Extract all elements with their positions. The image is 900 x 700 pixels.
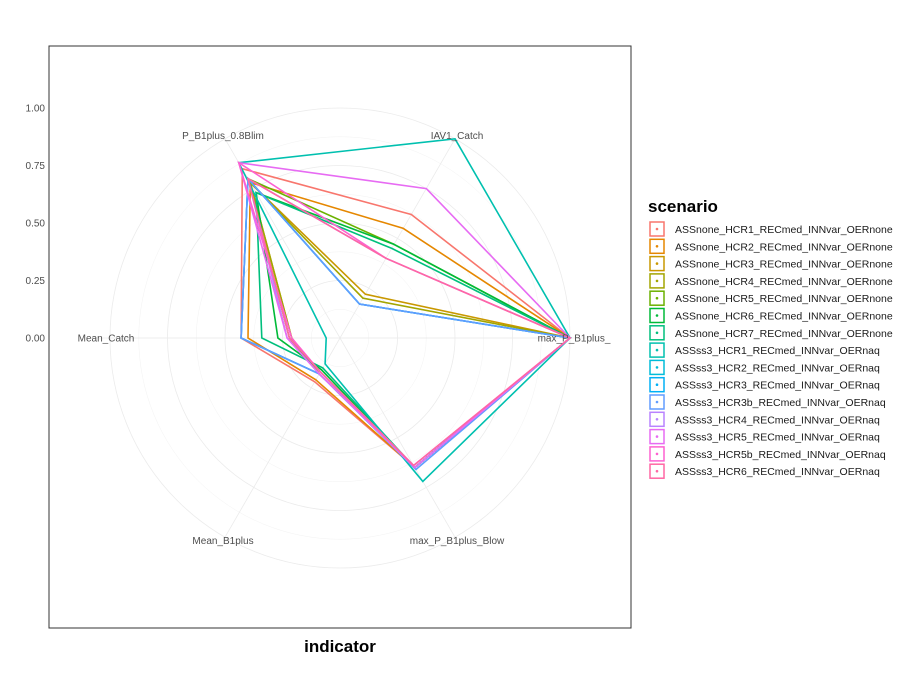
series-line: [246, 177, 572, 467]
legend-item: ASSnone_HCR2_RECmed_INNvar_OERnone: [649, 238, 893, 255]
y-tick-label: 0.25: [26, 276, 46, 287]
legend-key: [649, 238, 665, 255]
y-tick-label: 1.00: [26, 104, 46, 115]
y-tick-label: 0.50: [26, 219, 46, 230]
legend-key: [649, 221, 665, 237]
y-tick-labels: 0.00 0.25 0.50 0.75 1.00: [26, 104, 46, 345]
legend-key-point: [655, 227, 659, 231]
legend-key-point: [655, 348, 659, 352]
legend-key-point: [655, 245, 659, 248]
legend-key-point: [655, 262, 659, 265]
legend-label: ASSss3_HCR4_RECmed_INNvar_OERnaq: [675, 414, 880, 426]
legend-key-point: [655, 452, 659, 456]
legend-key-point: [655, 383, 659, 387]
legend-key-point: [655, 296, 659, 300]
legend-label: ASSnone_HCR1_RECmed_INNvar_OERnone: [675, 224, 893, 236]
legend-item: ASSnone_HCR3_RECmed_INNvar_OERnone: [649, 255, 893, 272]
legend-key: [649, 290, 665, 306]
legend: ASSnone_HCR1_RECmed_INNvar_OERnone ASSnon…: [649, 221, 893, 479]
legend-title: scenario: [648, 197, 718, 216]
legend-item: ASSss3_HCR5b_RECmed_INNvar_OERnaq: [649, 446, 886, 462]
legend-label: ASSss3_HCR3b_RECmed_INNvar_OERnaq: [675, 397, 886, 409]
legend-item: ASSss3_HCR5_RECmed_INNvar_OERnaq: [649, 428, 880, 445]
legend-item: ASSss3_HCR1_RECmed_INNvar_OERnaq: [649, 342, 880, 358]
legend-label: ASSss3_HCR2_RECmed_INNvar_OERnaq: [675, 362, 880, 374]
legend-key-point: [655, 435, 659, 438]
axis-label: max_P_B1plus_Blow: [410, 536, 505, 547]
legend-key: [649, 255, 665, 272]
legend-key-point: [655, 469, 659, 473]
legend-label: ASSss3_HCR1_RECmed_INNvar_OERnaq: [675, 345, 880, 357]
legend-label: ASSss3_HCR5_RECmed_INNvar_OERnaq: [675, 432, 880, 444]
legend-key-point: [655, 314, 659, 317]
axis-labels: IAV1_Catch max_P_B1plus_ max_P_B1plus_Blow…: [78, 131, 611, 547]
y-tick-label: 0.75: [26, 161, 46, 172]
grid-spoke: [339, 337, 456, 538]
legend-key: [649, 376, 665, 393]
axis-label: P_B1plus_0.8Blim: [182, 131, 264, 142]
legend-item: ASSnone_HCR6_RECmed_INNvar_OERnone: [649, 307, 893, 324]
legend-item: ASSnone_HCR4_RECmed_INNvar_OERnone: [649, 273, 893, 289]
legend-key: [649, 463, 665, 479]
legend-key: [649, 325, 665, 341]
legend-label: ASSnone_HCR3_RECmed_INNvar_OERnone: [675, 259, 893, 271]
y-tick-label: 0.00: [26, 334, 46, 345]
legend-key: [649, 411, 665, 428]
legend-key: [649, 446, 665, 462]
legend-label: ASSnone_HCR4_RECmed_INNvar_OERnone: [675, 276, 893, 288]
legend-item: ASSss3_HCR2_RECmed_INNvar_OERnaq: [649, 359, 880, 376]
legend-key: [649, 359, 665, 376]
legend-key: [649, 342, 665, 358]
legend-label: ASSss3_HCR6_RECmed_INNvar_OERnaq: [675, 466, 880, 478]
axis-label: Mean_B1plus: [192, 536, 253, 547]
legend-label: ASSss3_HCR3_RECmed_INNvar_OERnaq: [675, 380, 880, 392]
legend-item: ASSss3_HCR4_RECmed_INNvar_OERnaq: [649, 411, 880, 428]
legend-item: ASSss3_HCR3_RECmed_INNvar_OERnaq: [649, 376, 880, 393]
legend-key: [649, 394, 665, 410]
legend-label: ASSnone_HCR6_RECmed_INNvar_OERnone: [675, 311, 893, 323]
legend-item: ASSss3_HCR6_RECmed_INNvar_OERnaq: [649, 463, 880, 479]
legend-item: ASSnone_HCR7_RECmed_INNvar_OERnone: [649, 325, 893, 341]
legend-key-point: [655, 366, 659, 369]
series-lines: [237, 137, 572, 483]
legend-key: [649, 307, 665, 324]
legend-label: ASSnone_HCR5_RECmed_INNvar_OERnone: [675, 293, 893, 305]
legend-key: [649, 428, 665, 445]
x-axis-title: indicator: [304, 637, 376, 656]
axis-label: Mean_Catch: [78, 334, 135, 345]
legend-label: ASSnone_HCR2_RECmed_INNvar_OERnone: [675, 241, 893, 253]
legend-key-point: [655, 331, 659, 335]
legend-item: ASSnone_HCR1_RECmed_INNvar_OERnone: [649, 221, 893, 237]
legend-key-point: [655, 400, 659, 404]
legend-key-point: [655, 279, 659, 283]
legend-item: ASSss3_HCR3b_RECmed_INNvar_OERnaq: [649, 394, 886, 410]
axis-label: max_P_B1plus_: [538, 334, 611, 345]
panel-background: [48, 45, 632, 629]
legend-key: [649, 273, 665, 289]
legend-label: ASSss3_HCR5b_RECmed_INNvar_OERnaq: [675, 449, 886, 461]
legend-key-point: [655, 418, 659, 421]
legend-label: ASSnone_HCR7_RECmed_INNvar_OERnone: [675, 328, 893, 340]
legend-item: ASSnone_HCR5_RECmed_INNvar_OERnone: [649, 290, 893, 306]
axis-label: IAV1_Catch: [431, 131, 484, 142]
